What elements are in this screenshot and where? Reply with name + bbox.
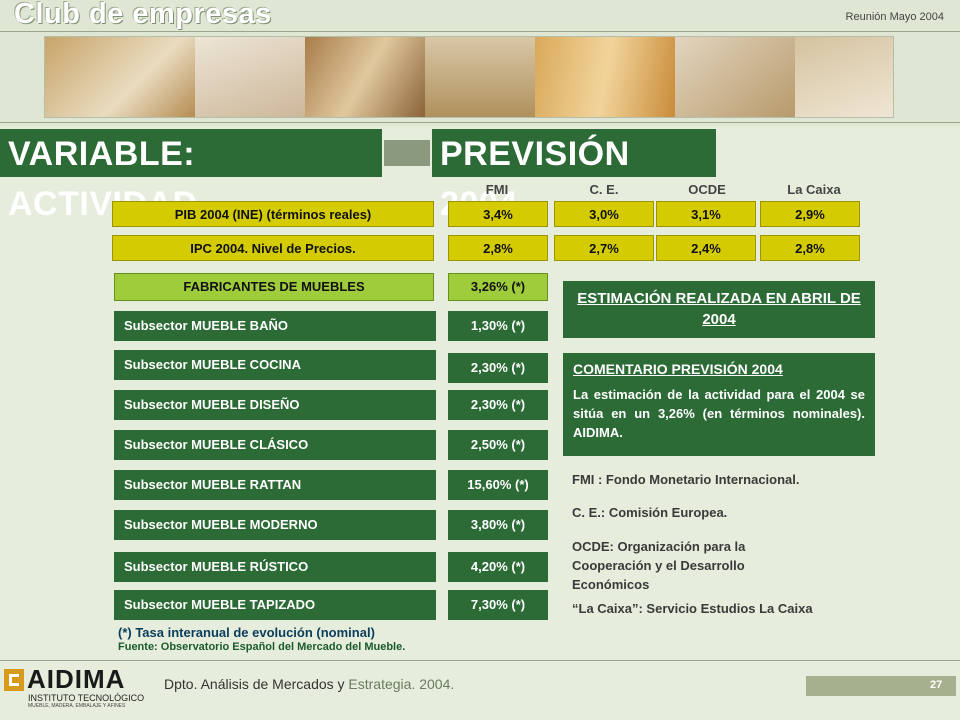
- subsector-label: Subsector MUEBLE TAPIZADO: [114, 590, 436, 620]
- cell-ipc-ocde: 2,4%: [656, 235, 756, 261]
- subsector-value: 4,20% (*): [448, 552, 548, 582]
- logo-line2: MUEBLE, MADERA, EMBALAJE Y AFINES: [28, 703, 126, 709]
- logo-line1: INSTITUTO TECNOLÓGICO: [28, 693, 145, 703]
- total-value: 3,26% (*): [448, 273, 548, 301]
- subsector-value: 2,30% (*): [448, 390, 548, 420]
- subsector-value: 1,30% (*): [448, 311, 548, 341]
- department-line: Dpto. Análisis de Mercados y Estrategia.…: [164, 676, 454, 692]
- comment-box: COMENTARIO PREVISIÓN 2004 La estimación …: [563, 353, 875, 456]
- department-text-2: Estrategia. 2004.: [344, 676, 455, 692]
- note-ce: C. E.: Comisión Europea.: [572, 505, 728, 520]
- cell-ipc-ce: 2,7%: [554, 235, 654, 261]
- brand-title: Club de empresas: [14, 0, 272, 30]
- subsector-value: 7,30% (*): [448, 590, 548, 620]
- title-variable: VARIABLE: ACTIVIDAD: [0, 129, 382, 223]
- aidima-mark-icon: [4, 668, 24, 691]
- total-label: FABRICANTES DE MUEBLES: [114, 273, 434, 301]
- cell-pib-ce: 3,0%: [554, 201, 654, 227]
- header-divider: [0, 31, 960, 32]
- comment-body: La estimación de la actividad para el 20…: [573, 387, 865, 440]
- title-separator: [384, 140, 430, 166]
- subsector-label: Subsector MUEBLE BAÑO: [114, 311, 436, 341]
- cell-pib-lacaixa: 2,9%: [760, 201, 860, 227]
- header-divider-bottom: [0, 122, 960, 123]
- note-caixa: “La Caixa”: Servicio Estudios La Caixa: [572, 601, 813, 616]
- subsector-value: 15,60% (*): [448, 470, 548, 500]
- row-label-pib: PIB 2004 (INE) (términos reales): [112, 201, 434, 227]
- page-number-bar: [806, 676, 956, 696]
- column-header-ce: C. E.: [589, 182, 619, 197]
- cell-ipc-lacaixa: 2,8%: [760, 235, 860, 261]
- subsector-value: 2,30% (*): [448, 353, 548, 383]
- aidima-logo: AIDIMA INSTITUTO TECNOLÓGICO MUEBLE, MAD…: [4, 664, 144, 709]
- subsector-label: Subsector MUEBLE RÚSTICO: [114, 552, 436, 582]
- subsector-label: Subsector MUEBLE COCINA: [114, 350, 436, 380]
- note-fmi: FMI : Fondo Monetario Internacional.: [572, 472, 800, 487]
- column-header-lacaixa: La Caixa: [787, 182, 841, 197]
- subsector-value: 3,80% (*): [448, 510, 548, 540]
- subsector-label: Subsector MUEBLE DISEÑO: [114, 390, 436, 420]
- title-prevision: PREVISIÓN 2004: [432, 129, 716, 223]
- cell-pib-ocde: 3,1%: [656, 201, 756, 227]
- cell-pib-fmi: 3,4%: [448, 201, 548, 227]
- estimation-box: ESTIMACIÓN REALIZADA EN ABRIL DE 2004: [563, 281, 875, 338]
- logo-name: AIDIMA: [27, 664, 126, 694]
- footer-divider: [0, 660, 960, 661]
- subsector-label: Subsector MUEBLE MODERNO: [114, 510, 436, 540]
- subsector-label: Subsector MUEBLE RATTAN: [114, 470, 436, 500]
- subsector-value: 2,50% (*): [448, 430, 548, 460]
- department-text: Dpto. Análisis de Mercados y: [164, 676, 345, 692]
- note-ocde: OCDE: Organización para la Cooperación y…: [572, 539, 746, 592]
- source-note: Fuente: Observatorio Español del Mercado…: [118, 641, 406, 653]
- subsector-label: Subsector MUEBLE CLÁSICO: [114, 430, 436, 460]
- footnote: (*) Tasa interanual de evolución (nomina…: [118, 625, 375, 640]
- comment-title: COMENTARIO PREVISIÓN 2004: [573, 361, 783, 377]
- meeting-label: Reunión Mayo 2004: [845, 11, 944, 23]
- row-label-ipc: IPC 2004. Nivel de Precios.: [112, 235, 434, 261]
- header-photo-strip: [44, 36, 894, 118]
- column-header-fmi: FMI: [485, 182, 509, 197]
- page-number: 27: [930, 679, 943, 691]
- column-header-ocde: OCDE: [688, 182, 726, 197]
- cell-ipc-fmi: 2,8%: [448, 235, 548, 261]
